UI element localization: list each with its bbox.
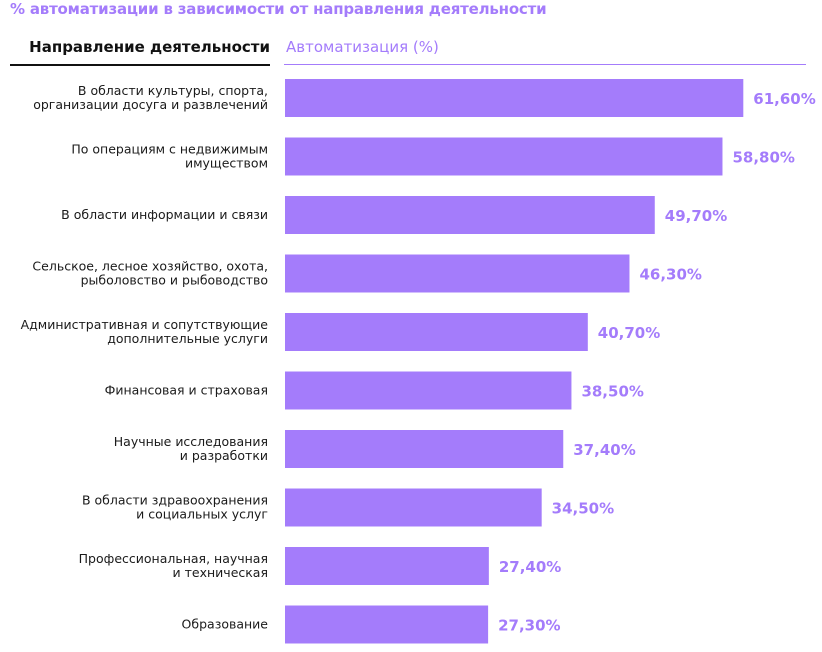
- bar-1: [285, 79, 744, 117]
- category-column-header: Направление деятельности: [29, 38, 270, 56]
- category-label-8: В области здравоохранения и социальных ус…: [82, 493, 268, 522]
- category-label-7: Научные исследования и разработки: [114, 434, 268, 463]
- bar-7: [285, 430, 564, 468]
- value-label-4: 46,30%: [639, 266, 701, 284]
- category-label-5: Административная и сопутствующие дополнит…: [21, 317, 269, 346]
- value-label-8: 34,50%: [552, 500, 614, 518]
- category-label-1: В области культуры, спорта, организации д…: [33, 83, 268, 112]
- category-header-rule: [10, 64, 270, 66]
- category-label-9: Профессиональная, научная и техническая: [79, 551, 268, 580]
- bar-9: [285, 547, 489, 585]
- value-label-5: 40,70%: [598, 324, 660, 342]
- bar-4: [285, 254, 630, 293]
- category-label-2: По операциям с недвижимым имуществом: [71, 142, 268, 171]
- category-label-3: В области информации и связи: [61, 207, 268, 222]
- value-label-9: 27,40%: [499, 558, 561, 576]
- value-header-rule: [284, 64, 806, 65]
- bar-3: [285, 196, 655, 234]
- value-label-6: 38,50%: [581, 383, 643, 401]
- bar-6: [285, 371, 572, 410]
- value-label-3: 49,70%: [665, 207, 727, 225]
- chart-title: % автоматизации в зависимости от направл…: [10, 0, 547, 18]
- value-column-header: Автоматизация (%): [286, 38, 439, 56]
- bar-5: [285, 313, 588, 351]
- bar-10: [285, 605, 489, 644]
- value-label-1: 61,60%: [753, 90, 815, 108]
- category-label-6: Финансовая и страховая: [105, 383, 268, 398]
- bar-8: [285, 488, 542, 527]
- bar-2: [285, 137, 723, 176]
- value-label-10: 27,30%: [498, 617, 560, 635]
- category-label-4: Сельское, лесное хозяйство, охота, рыболо…: [32, 259, 268, 288]
- value-label-2: 58,80%: [732, 149, 794, 167]
- category-label-10: Образование: [182, 617, 269, 632]
- value-label-7: 37,40%: [573, 441, 635, 459]
